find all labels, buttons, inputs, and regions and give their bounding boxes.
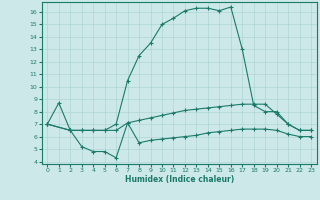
X-axis label: Humidex (Indice chaleur): Humidex (Indice chaleur) xyxy=(124,175,234,184)
